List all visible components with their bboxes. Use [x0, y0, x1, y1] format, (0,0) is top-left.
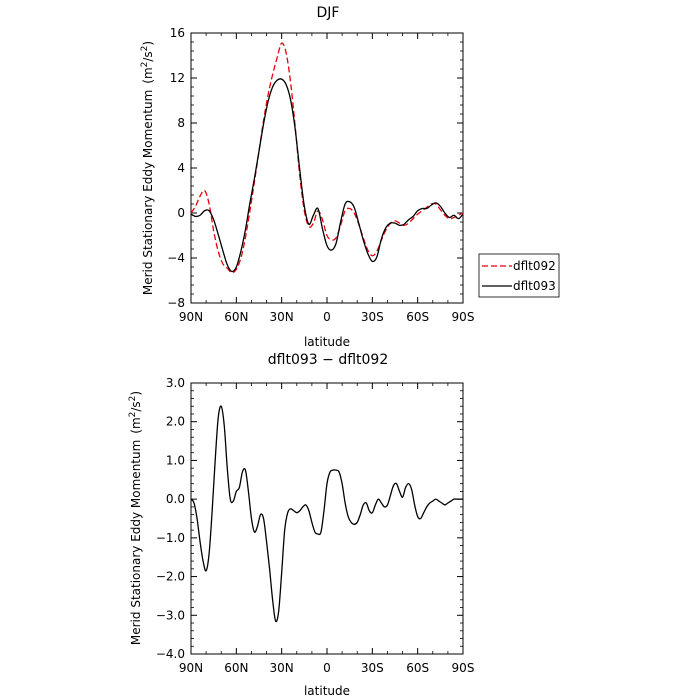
y-tick-label: −4 — [167, 251, 185, 265]
x-axis-label: latitude — [304, 335, 350, 349]
x-tick-labels: 90N 60N 30N 0 30S 60S 90S — [179, 661, 475, 675]
y-axis-unit-sup2: 2 — [128, 396, 138, 402]
y-tick-label: 0.0 — [166, 492, 185, 506]
x-tick-label: 90N — [179, 310, 203, 324]
chart-title: DJF — [317, 5, 340, 21]
series-group — [190, 405, 463, 623]
y-tick-label: 1.0 — [166, 453, 185, 467]
legend-label-dflt093: dflt093 — [513, 279, 556, 293]
x-tick-label: 0 — [323, 661, 331, 675]
legend-label-dflt092: dflt092 — [513, 259, 556, 273]
y-tick-labels: −4.0 −3.0 −2.0 −1.0 0.0 1.0 2.0 3.0 — [156, 376, 185, 661]
y-axis-label-text: Merid Stationary Eddy Momentum — [141, 90, 155, 295]
x-tick-labels: 90N 60N 30N 0 30S 60S 90S — [179, 310, 475, 324]
chart-title: dflt093 − dflt092 — [268, 352, 388, 368]
x-tick-label: 90N — [179, 661, 203, 675]
legend-box — [478, 253, 560, 298]
chart-panel-top: DJF −8 −4 0 4 8 12 16 90N 60N 30N 0 30S 60S 90S lati… — [140, 5, 560, 349]
plot-frame — [190, 382, 464, 655]
plot-frame — [190, 32, 464, 304]
y-axis-unit-mid: /s — [129, 401, 143, 411]
y-axis-label: Merid Stationary Eddy Momentum(m2/s2) — [140, 41, 155, 295]
x-tick-label: 90S — [452, 310, 475, 324]
y-tick-label: −4.0 — [156, 647, 185, 661]
y-axis-unit-end: ) — [129, 391, 143, 396]
y-tick-labels: −8 −4 0 4 8 12 16 — [167, 26, 185, 310]
y-axis-unit: (m — [129, 417, 143, 433]
y-tick-label: 2.0 — [166, 415, 185, 429]
x-tick-label: 60N — [224, 310, 248, 324]
tick-marks — [190, 32, 464, 304]
x-tick-label: 30S — [361, 661, 384, 675]
x-tick-label: 60S — [406, 661, 429, 675]
y-axis-unit-mid: /s — [141, 51, 155, 61]
chart-panel-bottom: dflt093 − dflt092 −4.0 −3.0 −2.0 −1.0 0.0 1.0… — [128, 352, 474, 698]
x-tick-label: 30N — [270, 661, 294, 675]
x-tick-label: 60N — [224, 661, 248, 675]
x-tick-label: 0 — [323, 310, 331, 324]
x-tick-label: 30N — [270, 310, 294, 324]
plot-area — [190, 32, 464, 304]
y-tick-label: 3.0 — [166, 376, 185, 390]
y-axis-label-text: Merid Stationary Eddy Momentum — [129, 440, 143, 645]
y-tick-label: −8 — [167, 296, 185, 310]
x-axis-label: latitude — [304, 684, 350, 698]
x-tick-label: 90S — [452, 661, 475, 675]
y-axis-label: Merid Stationary Eddy Momentum(m2/s2) — [128, 391, 143, 645]
y-axis-unit-sup: 2 — [128, 412, 138, 418]
y-tick-label: 12 — [170, 71, 185, 85]
y-axis-unit-sup2: 2 — [140, 46, 150, 52]
y-tick-label: −3.0 — [156, 608, 185, 622]
series-group — [190, 42, 464, 274]
y-axis-unit-sup: 2 — [140, 62, 150, 68]
y-tick-label: 8 — [177, 116, 185, 130]
y-axis-unit: (m — [141, 67, 155, 83]
y-tick-label: 0 — [177, 206, 185, 220]
series-line-diff-0 — [190, 405, 463, 623]
tick-marks — [190, 382, 464, 655]
series-line-dflt092 — [190, 42, 464, 274]
x-tick-label: 60S — [406, 310, 429, 324]
x-tick-label: 30S — [361, 310, 384, 324]
legend: dflt092 dflt093 — [478, 253, 560, 298]
plot-area — [190, 382, 464, 655]
y-tick-label: 4 — [177, 161, 185, 175]
y-axis-unit-end: ) — [141, 41, 155, 46]
y-tick-label: −2.0 — [156, 570, 185, 584]
y-tick-label: 16 — [170, 26, 185, 40]
y-tick-label: −1.0 — [156, 531, 185, 545]
series-line-dflt093 — [190, 78, 464, 273]
